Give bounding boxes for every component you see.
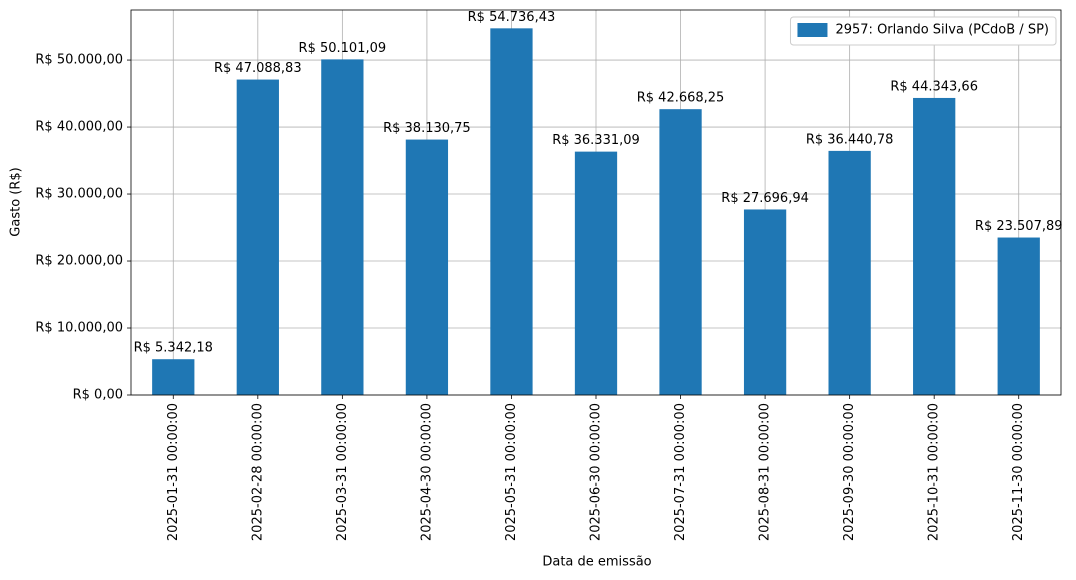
- value-label: R$ 23.507,89: [975, 219, 1063, 234]
- y-tick-label: R$ 30.000,00: [35, 187, 123, 202]
- x-tick-label: 2025-10-31 00:00:00: [927, 403, 942, 541]
- bar-layer: [152, 28, 1040, 396]
- bar: [574, 151, 618, 395]
- bar: [490, 28, 533, 396]
- legend-swatch: [797, 23, 828, 37]
- bar: [828, 150, 871, 395]
- y-tick-label: R$ 50.000,00: [35, 53, 123, 68]
- value-label: R$ 38.130,75: [383, 121, 471, 136]
- y-tick-label: R$ 10.000,00: [35, 321, 123, 336]
- x-tick-label: 2025-04-30 00:00:00: [419, 403, 434, 541]
- bar: [659, 109, 702, 396]
- x-tick-label: 2025-05-31 00:00:00: [504, 403, 519, 541]
- x-tick-label: 2025-02-28 00:00:00: [250, 403, 265, 541]
- x-tick-label: 2025-11-30 00:00:00: [1011, 403, 1026, 541]
- y-tick-label: R$ 0,00: [73, 388, 123, 403]
- bar: [152, 359, 195, 395]
- x-tick-label: 2025-09-30 00:00:00: [842, 403, 857, 541]
- value-label: R$ 36.440,78: [806, 132, 894, 147]
- value-label: R$ 44.343,66: [890, 79, 978, 94]
- x-tick-label: 2025-01-31 00:00:00: [166, 403, 181, 541]
- value-label: R$ 42.668,25: [637, 91, 725, 106]
- value-label: R$ 47.088,83: [214, 61, 302, 76]
- legend: 2957: Orlando Silva (PCdoB / SP): [789, 16, 1057, 46]
- bar: [997, 237, 1040, 395]
- bar: [743, 209, 787, 395]
- bar: [321, 59, 364, 395]
- value-label: R$ 54.736,43: [468, 10, 556, 25]
- x-tick-label: 2025-08-31 00:00:00: [758, 403, 773, 541]
- y-tick-label: R$ 40.000,00: [35, 120, 123, 135]
- legend-box: [789, 16, 1057, 46]
- value-label: R$ 5.342,18: [134, 341, 213, 356]
- value-label: R$ 50.101,09: [299, 41, 387, 56]
- bar: [405, 139, 449, 395]
- x-tick-label: 2025-07-31 00:00:00: [673, 403, 688, 541]
- value-label: R$ 36.331,09: [552, 133, 640, 148]
- y-axis-label: Gasto (R$): [9, 167, 24, 236]
- y-tick-label: R$ 20.000,00: [35, 254, 123, 269]
- x-tick-label: 2025-03-31 00:00:00: [335, 403, 350, 541]
- bar: [913, 97, 956, 395]
- x-tick-label: 2025-06-30 00:00:00: [589, 403, 604, 541]
- x-axis-label: Data de emissão: [542, 555, 651, 570]
- bar: [236, 79, 279, 395]
- value-label: R$ 27.696,94: [721, 191, 809, 206]
- legend-label: 2957: Orlando Silva (PCdoB / SP): [835, 23, 1049, 38]
